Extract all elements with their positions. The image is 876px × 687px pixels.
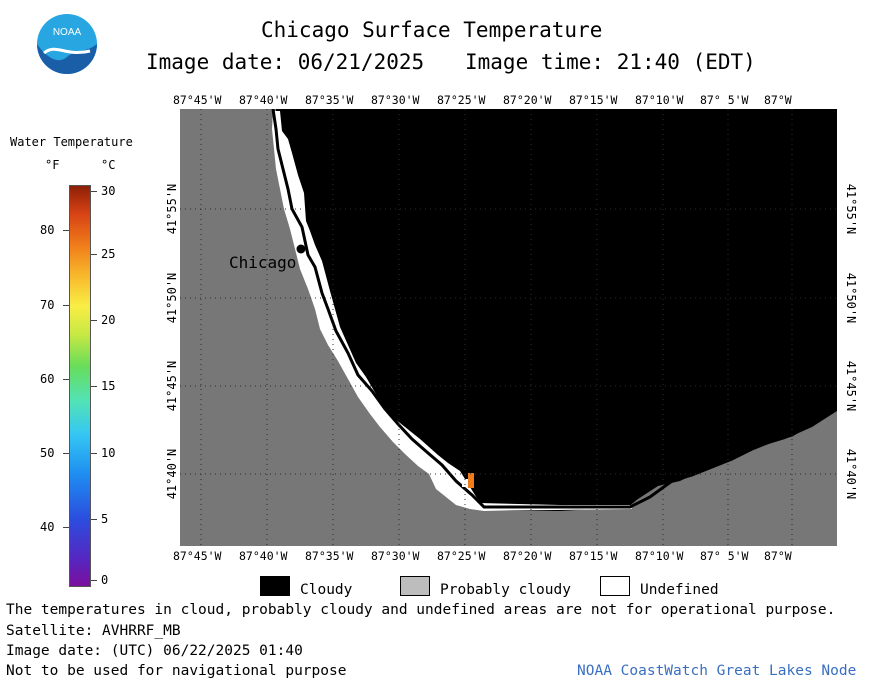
cloudy-swatch: [260, 576, 290, 596]
legend-unit-c: °C: [101, 158, 116, 172]
legend-f-tick: [63, 379, 69, 380]
legend-c-tick: [91, 386, 97, 387]
left-latitude-label: 41°40'N: [165, 448, 179, 500]
legend-c-tick: [91, 453, 97, 454]
bottom-longitude-label: 87°15'W: [569, 549, 618, 563]
coastline: [271, 109, 837, 509]
bottom-longitude-label: 87° 5'W: [700, 549, 749, 563]
warm-water-patch: [468, 473, 474, 488]
right-latitude-label: 41°40'N: [844, 448, 858, 500]
temperature-color-scale: [69, 185, 91, 587]
bottom-longitude-label: 87°W: [764, 549, 792, 563]
legend-f-tick: [63, 230, 69, 231]
undefined-patch: [462, 479, 468, 487]
bottom-longitude-label: 87°45'W: [173, 549, 222, 563]
image-time: Image time: 21:40 (EDT): [465, 50, 756, 74]
top-longitude-label: 87°40'W: [239, 93, 288, 107]
top-longitude-label: 87°20'W: [503, 93, 552, 107]
legend-c-tick-label: 10: [101, 446, 116, 460]
bottom-longitude-label: 87°10'W: [635, 549, 684, 563]
bottom-longitude-label: 87°40'W: [239, 549, 288, 563]
image-date: Image date: 06/21/2025: [146, 50, 425, 74]
top-longitude-label: 87°35'W: [305, 93, 354, 107]
right-latitude-label: 41°45'N: [844, 360, 858, 412]
top-longitude-label: 87°45'W: [173, 93, 222, 107]
left-latitude-label: 41°45'N: [165, 360, 179, 412]
top-longitude-label: 87° 5'W: [700, 93, 749, 107]
undefined-label: Undefined: [640, 582, 719, 598]
legend-f-tick-label: 80: [40, 223, 55, 237]
bottom-longitude-label: 87°30'W: [371, 549, 420, 563]
legend-f-tick: [63, 305, 69, 306]
legend-title: Water Temperature: [10, 135, 133, 149]
top-longitude-label: 87°15'W: [569, 93, 618, 107]
page-title: Chicago Surface Temperature: [261, 18, 603, 42]
legend-f-tick-label: 50: [40, 446, 55, 460]
legend-c-tick: [91, 191, 97, 192]
bottom-longitude-label: 87°20'W: [503, 549, 552, 563]
undefined-swatch: [600, 576, 630, 596]
right-latitude-label: 41°50'N: [844, 272, 858, 324]
legend-c-tick: [91, 580, 97, 581]
legend-c-tick-label: 15: [101, 379, 116, 393]
noaa-credit: NOAA CoastWatch Great Lakes Node: [577, 663, 857, 679]
bottom-longitude-label: 87°35'W: [305, 549, 354, 563]
legend-c-tick-label: 30: [101, 184, 116, 198]
noaa-logo: NOAA: [36, 13, 98, 75]
legend-c-tick-label: 20: [101, 313, 116, 327]
legend-c-tick: [91, 519, 97, 520]
noaa-logo-text: NOAA: [53, 27, 82, 38]
legend-c-tick: [91, 320, 97, 321]
legend-c-tick-label: 25: [101, 247, 116, 261]
legend-f-tick-label: 60: [40, 372, 55, 386]
probably-cloudy-swatch: [400, 576, 430, 596]
temperature-map: [180, 109, 837, 546]
navigation-warning: Not to be used for navigational purpose: [6, 663, 347, 679]
disclaimer-note: The temperatures in cloud, probably clou…: [6, 602, 836, 618]
chicago-city-dot: [296, 244, 306, 254]
legend-c-tick: [91, 254, 97, 255]
right-latitude-label: 41°55'N: [844, 183, 858, 235]
satellite-info: Satellite: AVHRRF_MB: [6, 623, 181, 639]
left-latitude-label: 41°55'N: [165, 183, 179, 235]
legend-f-tick-label: 70: [40, 298, 55, 312]
cloudy-label: Cloudy: [300, 582, 353, 598]
legend-unit-f: °F: [45, 158, 60, 172]
legend-f-tick: [63, 453, 69, 454]
legend-c-tick-label: 5: [101, 512, 109, 526]
top-longitude-label: 87°30'W: [371, 93, 420, 107]
probably-cloudy-label: Probably cloudy: [440, 582, 571, 598]
top-longitude-label: 87°10'W: [635, 93, 684, 107]
cloud-area: [276, 109, 837, 511]
legend-c-tick-label: 0: [101, 573, 109, 587]
legend-f-tick: [63, 527, 69, 528]
bottom-longitude-label: 87°25'W: [437, 549, 486, 563]
chicago-label: Chicago: [229, 253, 297, 272]
top-longitude-label: 87°W: [764, 93, 792, 107]
top-longitude-label: 87°25'W: [437, 93, 486, 107]
left-latitude-label: 41°50'N: [165, 272, 179, 324]
legend-f-tick-label: 40: [40, 520, 55, 534]
utc-date: Image date: (UTC) 06/22/2025 01:40: [6, 643, 303, 659]
